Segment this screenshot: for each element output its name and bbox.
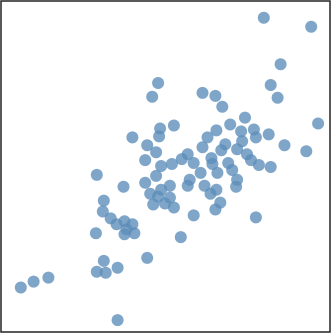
scatter-point — [271, 91, 284, 104]
scatter-point — [90, 168, 103, 181]
scatter-point — [210, 124, 223, 137]
scatter-point — [117, 180, 130, 193]
scatter-point — [90, 265, 103, 278]
scatter-point — [216, 100, 229, 113]
scatter-point — [175, 153, 188, 166]
scatter-point — [187, 209, 200, 222]
scatter-point — [230, 180, 243, 193]
scatter-point — [300, 145, 313, 158]
scatter-point — [187, 157, 200, 169]
scatter-point — [150, 146, 163, 159]
scatter-point — [139, 154, 152, 167]
scatter-point — [211, 166, 224, 179]
scatter-point — [201, 131, 214, 144]
scatter-point — [118, 228, 131, 241]
scatter-point — [167, 201, 180, 214]
scatter-point — [209, 203, 222, 216]
scatter-point — [126, 131, 139, 144]
scatter-point — [305, 20, 318, 33]
scatter-point — [231, 143, 244, 156]
scatter-point — [204, 187, 217, 200]
scatter-point — [141, 139, 154, 152]
scatter-point — [111, 314, 124, 327]
scatter-point — [264, 79, 277, 91]
scatter-point — [96, 205, 109, 218]
scatter-point — [128, 227, 141, 240]
scatter-point — [209, 89, 222, 102]
scatter-point — [274, 58, 287, 71]
scatter-point — [97, 254, 110, 267]
scatter-point — [252, 159, 265, 171]
scatter-point — [249, 131, 262, 144]
scatter-point — [206, 158, 219, 170]
scatter-point — [99, 266, 112, 279]
scatter-point — [139, 176, 152, 189]
scatter-point — [89, 227, 102, 240]
points-layer — [14, 11, 325, 327]
scatter-point — [249, 211, 262, 224]
scatter-point — [257, 11, 270, 24]
scatter-point — [27, 275, 40, 288]
scatter-point — [196, 141, 209, 154]
scatter-point — [278, 139, 291, 152]
scatter-point — [14, 281, 27, 294]
scatter-point — [146, 90, 159, 103]
scatter-point — [167, 119, 180, 132]
scatter-point — [264, 161, 277, 173]
scatter-point — [42, 271, 55, 284]
scatter-point — [174, 231, 187, 244]
scatter-point — [165, 158, 178, 170]
scatter-point — [150, 169, 163, 182]
scatter-point — [196, 86, 209, 99]
scatter-point — [224, 118, 237, 131]
scatter-point — [226, 164, 239, 176]
scatter-point — [312, 117, 325, 130]
scatter-point — [194, 166, 207, 179]
scatter-point — [239, 111, 251, 124]
scatter-point — [141, 251, 154, 264]
scatter-point — [153, 130, 166, 143]
scatter-point — [215, 144, 228, 157]
scatter-point — [262, 128, 275, 141]
scatter-point — [181, 179, 194, 192]
scatter-point — [152, 77, 165, 89]
scatter-point — [97, 194, 110, 207]
scatter-point — [235, 125, 248, 138]
scatter-point — [111, 261, 124, 274]
scatter-point — [155, 160, 168, 172]
